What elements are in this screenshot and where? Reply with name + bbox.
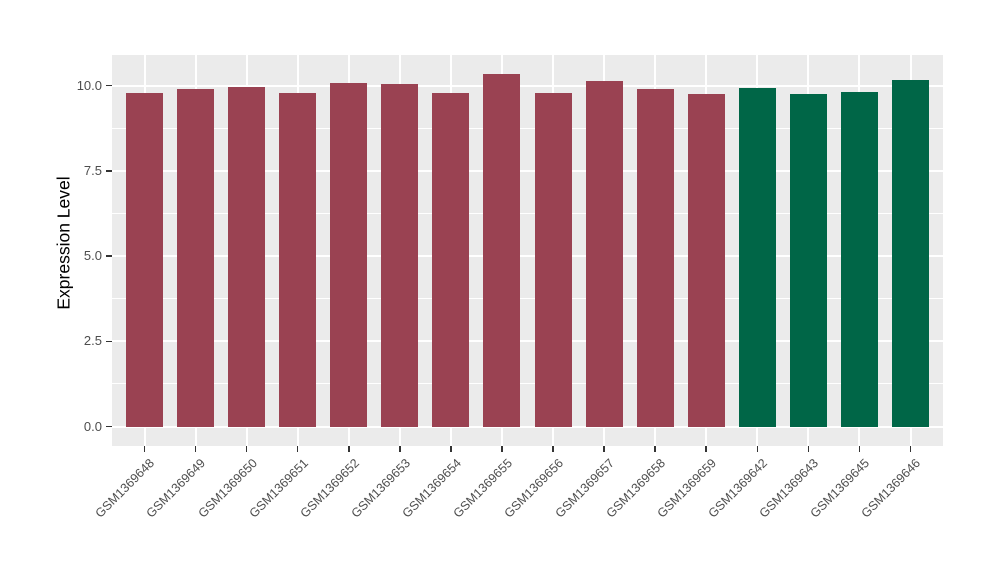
y-tick-mark bbox=[106, 170, 112, 172]
x-tick-mark bbox=[245, 446, 248, 452]
bar-GSM1369649 bbox=[177, 89, 215, 427]
bar-GSM1369658 bbox=[636, 89, 674, 427]
gridline-major bbox=[112, 425, 943, 428]
y-tick-label: 7.5 bbox=[83, 162, 102, 178]
y-axis-title: Expression Level bbox=[53, 176, 74, 310]
bar-GSM1369650 bbox=[228, 86, 266, 427]
gridline-major bbox=[112, 84, 943, 87]
bar-GSM1369642 bbox=[738, 88, 776, 427]
x-tick-mark bbox=[501, 446, 503, 452]
y-tick-label: 2.5 bbox=[83, 333, 102, 349]
gridline-major bbox=[112, 255, 943, 258]
y-tick-label: 10.0 bbox=[76, 77, 102, 93]
x-tick-mark bbox=[143, 446, 146, 452]
x-tick-mark bbox=[603, 446, 605, 452]
bar-GSM1369653 bbox=[381, 84, 419, 427]
bar-GSM1369656 bbox=[534, 92, 572, 427]
plot-panel bbox=[112, 55, 943, 446]
bar-GSM1369652 bbox=[330, 82, 368, 427]
gridline-major bbox=[112, 340, 943, 343]
x-tick-mark bbox=[399, 446, 401, 452]
bar-GSM1369655 bbox=[483, 74, 521, 427]
bar-GSM1369654 bbox=[432, 92, 470, 427]
x-tick-mark bbox=[909, 446, 912, 452]
y-tick-label: 0.0 bbox=[83, 418, 102, 434]
x-tick-mark bbox=[654, 446, 656, 452]
x-tick-mark bbox=[194, 446, 197, 452]
bar-GSM1369657 bbox=[585, 80, 623, 427]
x-tick-mark bbox=[756, 446, 759, 452]
bar-GSM1369651 bbox=[279, 93, 317, 427]
y-tick-mark bbox=[106, 340, 112, 343]
gridline-minor bbox=[112, 298, 943, 300]
x-tick-mark bbox=[807, 446, 810, 452]
x-tick-mark bbox=[296, 446, 299, 452]
bar-GSM1369646 bbox=[892, 79, 929, 427]
y-tick-label: 5.0 bbox=[83, 248, 102, 264]
y-tick-mark bbox=[106, 425, 112, 428]
y-tick-mark bbox=[106, 255, 112, 257]
x-tick-mark bbox=[348, 446, 350, 452]
bar-GSM1369643 bbox=[789, 94, 827, 427]
gridline-minor bbox=[112, 383, 943, 385]
gridline-minor bbox=[112, 213, 943, 214]
bar-GSM1369659 bbox=[687, 93, 725, 427]
x-tick-mark bbox=[705, 446, 707, 452]
gridline-minor bbox=[112, 127, 943, 129]
y-tick-mark bbox=[106, 84, 112, 87]
gridline-major bbox=[112, 169, 943, 172]
x-tick-mark bbox=[552, 446, 554, 452]
bar-GSM1369645 bbox=[840, 92, 878, 427]
x-tick-mark bbox=[450, 446, 452, 452]
x-tick-mark bbox=[858, 446, 861, 452]
bar-GSM1369648 bbox=[126, 93, 163, 427]
